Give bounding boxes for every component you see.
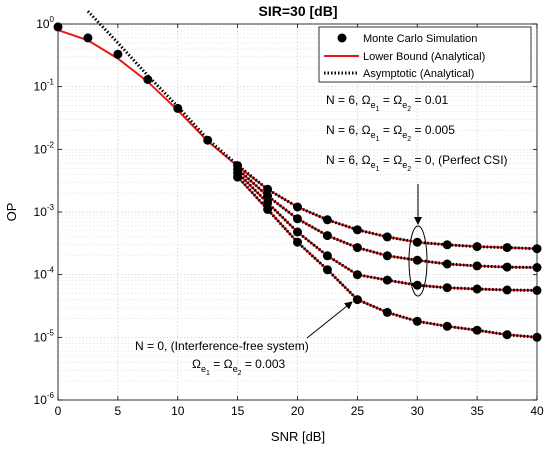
x-tick-label: 40	[530, 404, 544, 418]
monte-carlo-point	[203, 135, 213, 145]
monte-carlo-point	[263, 184, 273, 194]
monte-carlo-point	[233, 172, 243, 182]
legend-label-asymptotic: Asymptotic (Analytical)	[363, 68, 474, 80]
monte-carlo-point	[532, 285, 542, 295]
monte-carlo-point	[382, 251, 392, 261]
legend-label-lower-bound: Lower Bound (Analytical)	[363, 51, 485, 63]
monte-carlo-point	[143, 75, 153, 84]
monte-carlo-point	[472, 284, 482, 294]
monte-carlo-point	[532, 332, 542, 342]
monte-carlo-point	[83, 33, 93, 43]
monte-carlo-point	[322, 215, 332, 225]
monte-carlo-point	[293, 214, 302, 224]
chart-title: SIR=30 [dB]	[259, 3, 338, 19]
monte-carlo-point	[412, 316, 422, 326]
legend: Monte Carlo Simulation Lower Bound (Anal…	[318, 26, 532, 83]
monte-carlo-point	[293, 237, 302, 247]
monte-carlo-point	[472, 242, 482, 252]
y-tick-label: 10-2	[34, 140, 55, 156]
monte-carlo-point	[442, 321, 452, 331]
monte-carlo-point	[382, 275, 392, 285]
annotation-a5: Ωe1 = Ωe2 = 0.003	[192, 357, 286, 377]
monte-carlo-point	[502, 285, 512, 295]
monte-carlo-point	[382, 307, 392, 317]
monte-carlo-point	[322, 265, 332, 275]
monte-carlo-point	[113, 49, 123, 59]
monte-carlo-point	[263, 204, 273, 214]
annotation-arrow-bottom	[306, 301, 353, 339]
monte-carlo-point	[472, 261, 482, 271]
monte-carlo-point	[502, 243, 512, 253]
monte-carlo-point	[263, 191, 273, 201]
monte-carlo-point	[502, 262, 512, 272]
x-tick-label: 15	[231, 404, 245, 418]
monte-carlo-point	[412, 255, 422, 265]
monte-carlo-point	[412, 237, 422, 247]
y-tick-label: 10-4	[34, 266, 55, 282]
x-tick-label: 0	[55, 404, 62, 418]
y-axis-label: OP	[4, 203, 19, 222]
x-tick-label: 10	[171, 404, 185, 418]
monte-carlo-point	[532, 244, 542, 254]
legend-label-monte-carlo: Monte Carlo Simulation	[363, 33, 477, 45]
y-tick-label: 10-6	[34, 391, 55, 407]
monte-carlo-point	[442, 240, 452, 250]
monte-carlo-point	[412, 280, 422, 290]
monte-carlo-point	[293, 202, 302, 212]
x-tick-label: 35	[470, 404, 484, 418]
plot-area	[53, 10, 542, 342]
x-tick-label: 5	[115, 404, 122, 418]
monte-carlo-point	[352, 295, 362, 305]
legend-box	[318, 26, 532, 83]
monte-carlo-point	[53, 22, 63, 32]
monte-carlo-point	[173, 103, 183, 113]
monte-carlo-point	[352, 243, 362, 253]
monte-carlo-point	[352, 270, 362, 280]
legend-marker-monte-carlo	[337, 33, 347, 43]
x-axis-label: SNR [dB]	[271, 429, 325, 444]
monte-carlo-point	[293, 227, 302, 237]
monte-carlo-point	[322, 231, 332, 241]
asymptotic-line	[236, 171, 538, 292]
monte-carlo-point	[352, 225, 362, 235]
monte-carlo-point	[472, 325, 482, 335]
y-tick-label: 10-3	[34, 203, 55, 219]
monte-carlo-point	[442, 283, 452, 293]
annotation-ellipse	[408, 225, 428, 297]
asymptotic-line	[86, 10, 538, 251]
y-tick-label: 10-5	[34, 328, 55, 344]
annotation-a4: N = 0, (Interference-free system)	[135, 339, 309, 353]
x-tick-label: 30	[411, 404, 425, 418]
monte-carlo-point	[322, 251, 332, 261]
y-tick-label: 10-1	[34, 78, 55, 94]
x-tick-label: 25	[351, 404, 365, 418]
annotation-a1: N = 6, Ωe1 = Ωe2 = 0.01	[326, 93, 449, 113]
monte-carlo-point	[263, 198, 273, 208]
annotation-a3: N = 6, Ωe1 = Ωe2 = 0, (Perfect CSI)	[326, 153, 508, 173]
monte-carlo-point	[532, 263, 542, 272]
y-tick-label: 100	[36, 15, 54, 31]
x-tick-label: 20	[291, 404, 305, 418]
monte-carlo-point	[382, 232, 392, 242]
monte-carlo-point	[442, 259, 452, 269]
annotation-a2: N = 6, Ωe1 = Ωe2 = 0.005	[326, 123, 455, 143]
axis-ticks: 0 5 10 15 20 25 30 35 40 100 10-1 10-2 10-3 10-4 10-5 1…	[34, 15, 544, 418]
monte-carlo-point	[502, 330, 512, 340]
